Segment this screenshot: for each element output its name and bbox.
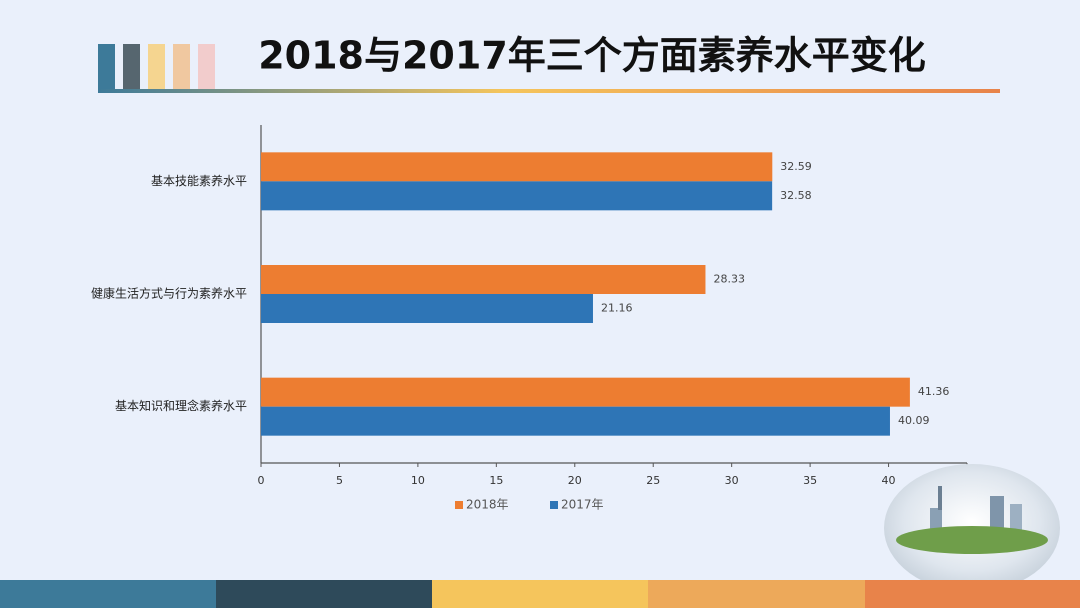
- legend-swatch: [455, 501, 463, 509]
- x-tick-label: 20: [568, 474, 582, 487]
- x-tick-label: 35: [803, 474, 817, 487]
- bar: [261, 265, 706, 294]
- x-tick-label: 5: [336, 474, 343, 487]
- y-tick-label: 基本技能素养水平: [151, 173, 247, 188]
- bar: [261, 406, 890, 436]
- value-label: 21.16: [601, 302, 633, 315]
- x-tick-label: 25: [646, 474, 660, 487]
- x-tick-label: 0: [258, 474, 265, 487]
- y-tick-label: 基本知识和理念素养水平: [115, 398, 247, 413]
- value-label: 32.59: [780, 160, 812, 173]
- x-tick-label: 40: [882, 474, 896, 487]
- title-decoration: [98, 44, 1000, 93]
- y-tick-label: 健康生活方式与行为素养水平: [91, 286, 247, 301]
- legend-swatch: [550, 501, 558, 509]
- plot: 051015202530354045基本技能素养水平32.5932.58健康生活…: [91, 125, 974, 512]
- bar: [261, 152, 773, 182]
- value-label: 41.36: [918, 385, 950, 398]
- city-image: [884, 464, 1060, 592]
- bottom-strip: [0, 580, 1080, 608]
- legend-label: 2018年: [466, 498, 509, 512]
- bar: [261, 181, 773, 211]
- x-tick-label: 30: [725, 474, 739, 487]
- bar: [261, 377, 910, 407]
- value-label: 28.33: [713, 273, 745, 286]
- legend-label: 2017年: [561, 498, 604, 512]
- chart-title: 2018与2017年三个方面素养水平变化: [258, 34, 926, 78]
- value-label: 40.09: [898, 414, 930, 427]
- bar: [261, 294, 593, 323]
- x-tick-label: 10: [411, 474, 425, 487]
- x-tick-label: 15: [489, 474, 503, 487]
- value-label: 32.58: [780, 189, 812, 202]
